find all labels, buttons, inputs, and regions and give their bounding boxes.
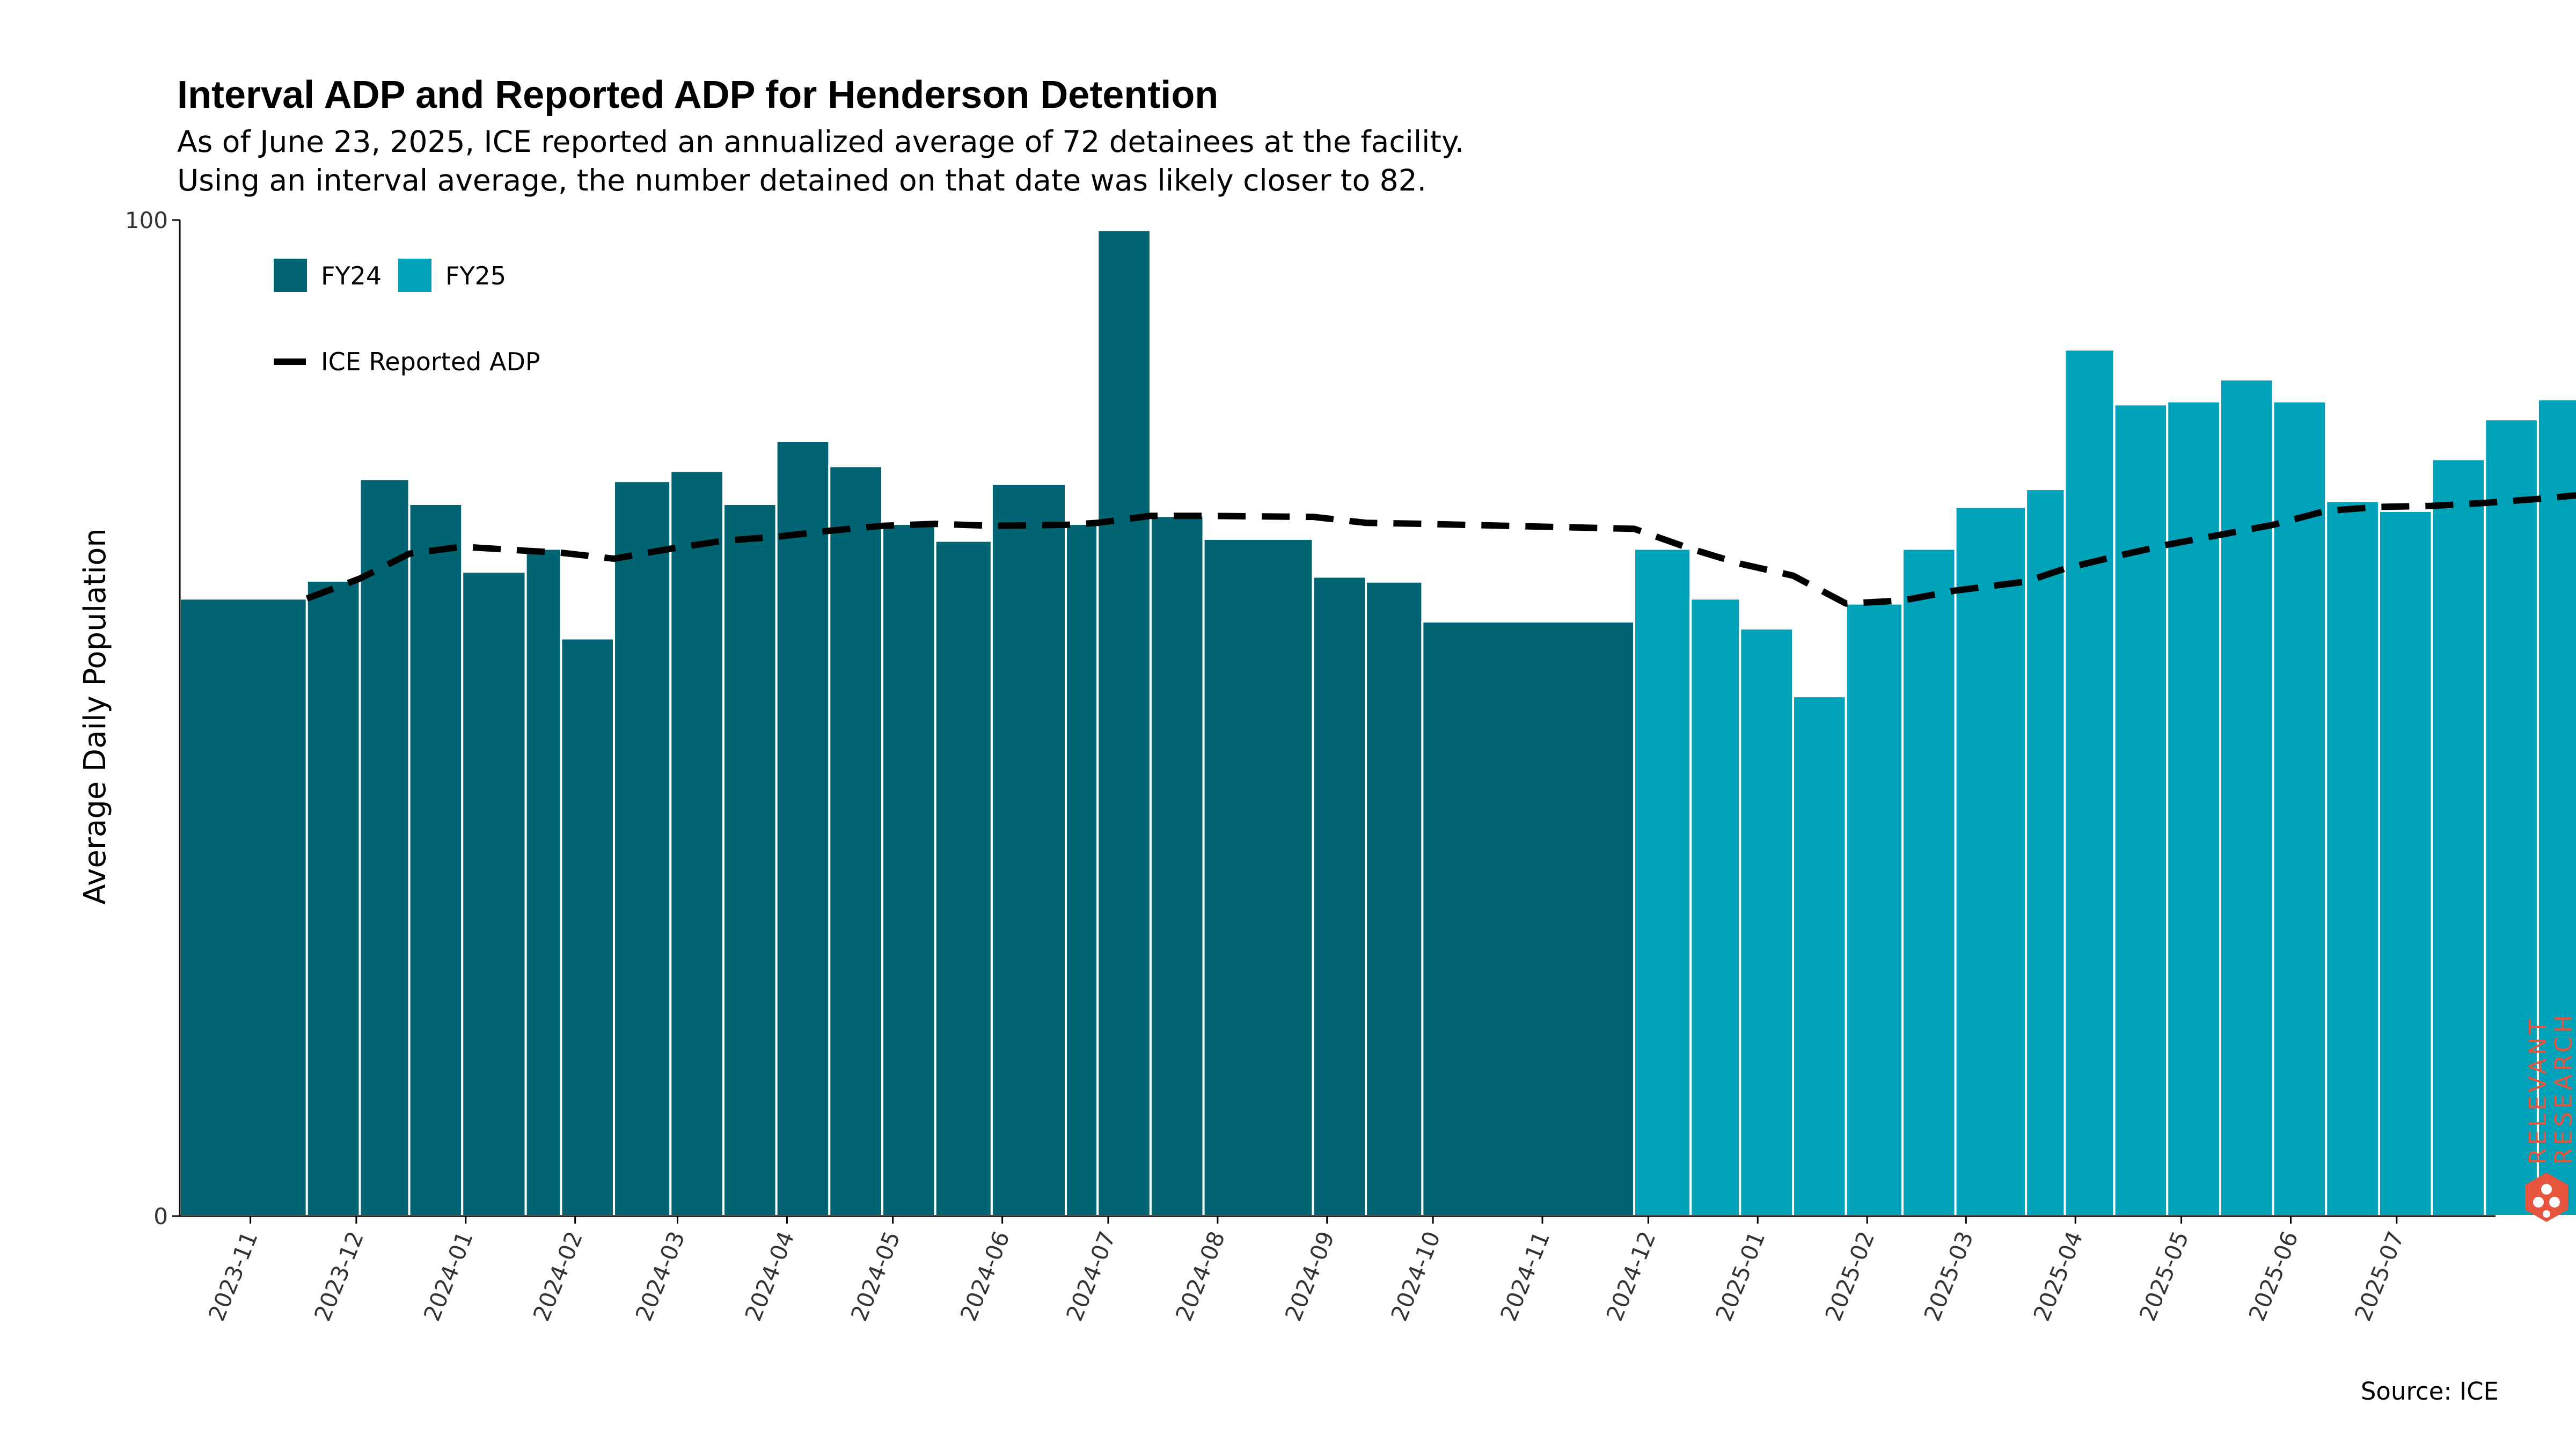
legend-fy25-swatch bbox=[398, 259, 431, 292]
y-ticks: 0 100 bbox=[125, 207, 180, 1230]
x-tick-label-2024-09: 2024-09 bbox=[1280, 1227, 1340, 1324]
bar-fy24-17 bbox=[1149, 515, 1205, 1217]
x-ticks: 2023-11 2023-12 2024-01 2024-02 2024-03 2024-… bbox=[203, 1216, 2409, 1324]
x-tick-label-2024-04: 2024-04 bbox=[740, 1227, 799, 1324]
bar-fy24-20 bbox=[1365, 580, 1424, 1217]
x-tick-label-2024-08: 2024-08 bbox=[1170, 1227, 1230, 1324]
bar-fy25-30 bbox=[2063, 348, 2116, 1217]
legend-fy25-label: FY25 bbox=[445, 261, 506, 290]
bar-fy24-9 bbox=[722, 502, 778, 1218]
bar-fy24-3 bbox=[408, 502, 464, 1218]
bar-fy24-21 bbox=[1421, 620, 1636, 1217]
bar-fy25-32 bbox=[2166, 400, 2221, 1217]
bar-fy24-19 bbox=[1312, 575, 1367, 1217]
bar-fy24-18 bbox=[1202, 537, 1314, 1217]
bar-fy24-13 bbox=[934, 539, 993, 1218]
bar-fy24-4 bbox=[461, 570, 527, 1217]
bar-fy25-22 bbox=[1633, 547, 1692, 1217]
bar-fy24-5 bbox=[524, 547, 562, 1217]
axes bbox=[179, 220, 2496, 1217]
x-tick-label-2025-03: 2025-03 bbox=[1919, 1227, 1978, 1324]
x-tick-label-2025-02: 2025-02 bbox=[1820, 1227, 1879, 1324]
legend-fy24-label: FY24 bbox=[321, 261, 382, 290]
x-tick-label-2024-03: 2024-03 bbox=[631, 1227, 690, 1324]
svg-text:RELEVANT: RELEVANT bbox=[2524, 1016, 2552, 1165]
source-note: Source: ICE bbox=[2360, 1377, 2499, 1406]
bar-fy25-39 bbox=[2536, 398, 2576, 1218]
x-tick-label-2024-05: 2024-05 bbox=[846, 1227, 905, 1324]
y-tick-label-100: 100 bbox=[125, 207, 168, 233]
bar-fy25-23 bbox=[1689, 597, 1741, 1217]
bar-fy24-8 bbox=[669, 470, 724, 1217]
bar-fy25-35 bbox=[2325, 500, 2380, 1218]
bar-fy25-36 bbox=[2377, 509, 2433, 1217]
bar-fy24-14 bbox=[990, 482, 1067, 1218]
x-tick-label-2024-11: 2024-11 bbox=[1495, 1227, 1555, 1324]
x-tick-label-2025-04: 2025-04 bbox=[2028, 1227, 2088, 1324]
bar-fy24-0 bbox=[179, 597, 308, 1217]
subtitle-line-1: As of June 23, 2025, ICE reported an ann… bbox=[177, 125, 1465, 159]
bar-fy24-10 bbox=[775, 440, 831, 1217]
bar-fy25-31 bbox=[2113, 403, 2169, 1217]
x-tick-label-2023-11: 2023-11 bbox=[203, 1227, 263, 1324]
chart-subtitle: As of June 23, 2025, ICE reported an ann… bbox=[177, 122, 2109, 200]
x-tick-label-2025-06: 2025-06 bbox=[2244, 1227, 2303, 1324]
bar-fy25-28 bbox=[1954, 506, 2028, 1218]
x-tick-label-2024-10: 2024-10 bbox=[1386, 1227, 1445, 1324]
x-tick-label-2025-05: 2025-05 bbox=[2134, 1227, 2194, 1324]
bar-fy24-16 bbox=[1096, 229, 1152, 1217]
bar-group bbox=[179, 229, 2576, 1218]
bar-fy24-12 bbox=[881, 523, 936, 1218]
x-tick-label-2024-01: 2024-01 bbox=[419, 1227, 478, 1324]
bar-fy24-11 bbox=[828, 465, 883, 1217]
x-tick-label-2024-12: 2024-12 bbox=[1601, 1227, 1660, 1324]
relevant-research-logo: RELEVANT RESEARCH bbox=[2524, 1012, 2576, 1222]
y-axis-label: Average Daily Population bbox=[78, 528, 113, 904]
bar-fy25-29 bbox=[2025, 488, 2066, 1217]
bar-fy25-26 bbox=[1845, 602, 1904, 1217]
bar-fy25-25 bbox=[1792, 695, 1847, 1217]
x-tick-label-2024-06: 2024-06 bbox=[955, 1227, 1015, 1324]
logo-wordmark: RELEVANT RESEARCH bbox=[2524, 1012, 2576, 1165]
bar-fy24-1 bbox=[305, 579, 361, 1217]
x-tick-label-2024-02: 2024-02 bbox=[528, 1227, 588, 1324]
bar-fy25-34 bbox=[2272, 400, 2328, 1217]
bar-fy25-33 bbox=[2219, 378, 2274, 1218]
legend-line-label: ICE Reported ADP bbox=[321, 347, 540, 376]
bar-fy25-27 bbox=[1901, 547, 1957, 1217]
legend-fy24-swatch bbox=[274, 259, 307, 292]
subtitle-line-2: Using an interval average, the number de… bbox=[177, 163, 1427, 197]
bar-fy25-24 bbox=[1739, 627, 1795, 1217]
svg-text:RESEARCH: RESEARCH bbox=[2550, 1012, 2576, 1165]
legend: FY24 FY25 ICE Reported ADP bbox=[274, 259, 540, 376]
bar-fy24-7 bbox=[613, 480, 672, 1217]
bar-fy25-37 bbox=[2431, 458, 2486, 1218]
y-tick-label-0: 0 bbox=[153, 1203, 168, 1230]
x-tick-label-2023-12: 2023-12 bbox=[309, 1227, 369, 1324]
logo-hex-icon bbox=[2525, 1173, 2568, 1222]
x-tick-label-2024-07: 2024-07 bbox=[1061, 1227, 1121, 1324]
bar-fy24-2 bbox=[358, 478, 411, 1217]
x-tick-label-2025-07: 2025-07 bbox=[2350, 1227, 2409, 1324]
chart-title: Interval ADP and Reported ADP for Hender… bbox=[177, 74, 1219, 116]
reported-adp-line bbox=[305, 492, 2576, 607]
bar-fy24-15 bbox=[1065, 523, 1099, 1218]
x-tick-label-2025-01: 2025-01 bbox=[1710, 1227, 1770, 1324]
bar-fy24-6 bbox=[560, 637, 616, 1217]
